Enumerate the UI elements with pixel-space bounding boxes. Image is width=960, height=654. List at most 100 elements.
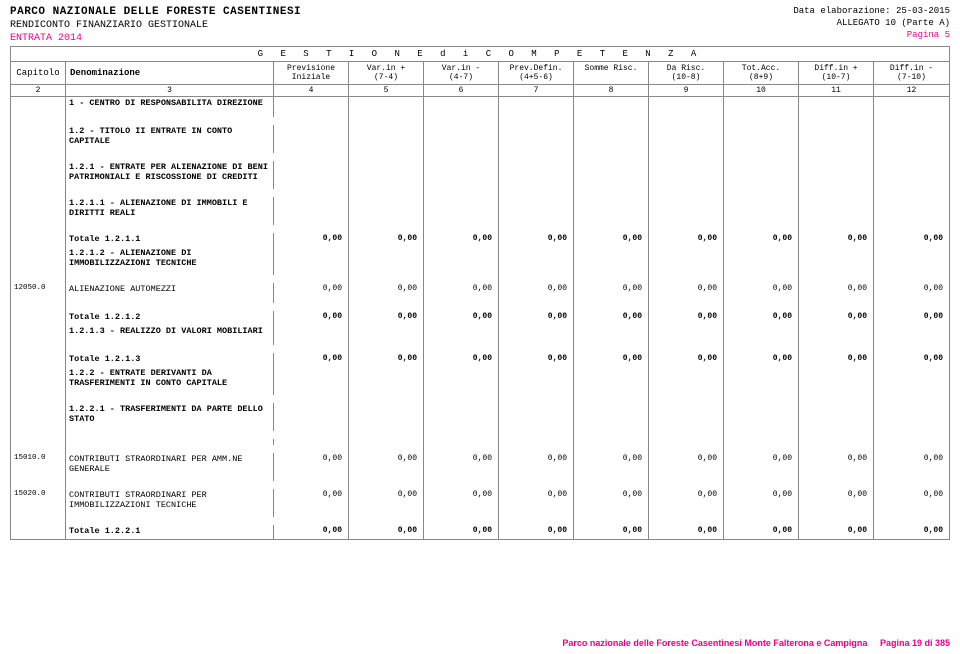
cell-value: [874, 367, 949, 389]
cell-value: 0,00: [574, 453, 649, 475]
cell-value: 0,00: [799, 453, 874, 475]
table-row: 1 - CENTRO DI RESPONSABILITA DIREZIONE: [11, 97, 949, 111]
cell-value: [649, 97, 724, 111]
cell-value: 0,00: [499, 489, 574, 511]
table-row: 1.2.1 - ENTRATE PER ALIENAZIONE DI BENI …: [11, 161, 949, 183]
col-capitolo: Capitolo: [11, 62, 66, 84]
cell-value: [574, 125, 649, 147]
spacer-row: [11, 183, 949, 197]
cell-value: 0,00: [574, 233, 649, 247]
col-7: Prev.Defin.(4+5-6): [499, 62, 574, 84]
cell-denominazione: CONTRIBUTI STRAORDINARI PER AMM.NE GENER…: [66, 453, 274, 475]
cell-value: 0,00: [649, 453, 724, 475]
cell-value: 0,00: [499, 311, 574, 325]
spacer-row: [11, 511, 949, 525]
cell-value: 0,00: [649, 283, 724, 297]
cell-denominazione: Totale 1.2.2.1: [66, 525, 274, 539]
cell-value: [499, 161, 574, 183]
cell-value: 0,00: [799, 233, 874, 247]
cell-value: 0,00: [574, 525, 649, 539]
footer-text: Parco nazionale delle Foreste Casentines…: [562, 638, 867, 648]
cell-value: 0,00: [274, 311, 349, 325]
spacer-row: [11, 389, 949, 403]
cell-capitolo: 15010.0: [11, 453, 66, 475]
cell-value: [649, 367, 724, 389]
cell-value: [424, 367, 499, 389]
cell-capitolo: [11, 161, 66, 183]
cell-value: 0,00: [649, 233, 724, 247]
col-9: Da Risc.(10-8): [649, 62, 724, 84]
cell-value: [799, 403, 874, 425]
cell-value: 0,00: [499, 525, 574, 539]
cell-value: [499, 367, 574, 389]
cell-value: 0,00: [724, 283, 799, 297]
cell-value: [649, 197, 724, 219]
cell-value: [424, 125, 499, 147]
table-row: Totale 1.2.1.30,000,000,000,000,000,000,…: [11, 353, 949, 367]
cell-value: [274, 403, 349, 425]
cell-value: [724, 97, 799, 111]
cell-value: 0,00: [349, 353, 424, 367]
table-row: 1.2.2 - ENTRATE DERIVANTI DA TRASFERIMEN…: [11, 367, 949, 389]
table-row: 15010.0CONTRIBUTI STRAORDINARI PER AMM.N…: [11, 453, 949, 475]
cell-value: [874, 325, 949, 339]
header-right: Data elaborazione: 25-03-2015 ALLEGATO 1…: [793, 6, 950, 42]
cell-value: [799, 97, 874, 111]
cell-value: [724, 197, 799, 219]
col-8: Somme Risc.: [574, 62, 649, 84]
cell-value: 0,00: [574, 353, 649, 367]
col-6: Var.in -(4-7): [424, 62, 499, 84]
cell-value: 0,00: [349, 283, 424, 297]
table-row: 1.2.1.1 - ALIENAZIONE DI IMMOBILI E DIRI…: [11, 197, 949, 219]
cell-value: 0,00: [574, 311, 649, 325]
cell-denominazione: Totale 1.2.1.2: [66, 311, 274, 325]
cell-value: 0,00: [874, 353, 949, 367]
cell-value: [424, 97, 499, 111]
cell-value: 0,00: [274, 525, 349, 539]
cell-denominazione: 1.2.2.1 - TRASFERIMENTI DA PARTE DELLO S…: [66, 403, 274, 425]
cell-value: 0,00: [874, 233, 949, 247]
cell-denominazione: 1 - CENTRO DI RESPONSABILITA DIREZIONE: [66, 97, 274, 111]
cell-value: [424, 325, 499, 339]
cell-value: [349, 403, 424, 425]
cell-value: [574, 161, 649, 183]
spacer-row: [11, 475, 949, 489]
cell-value: [874, 97, 949, 111]
cell-value: 0,00: [799, 489, 874, 511]
cell-value: [649, 247, 724, 269]
cell-denominazione: 1.2.1.2 - ALIENAZIONE DI IMMOBILIZZAZION…: [66, 247, 274, 269]
cell-value: [574, 325, 649, 339]
spacer-row: [11, 147, 949, 161]
cell-value: [424, 197, 499, 219]
cell-denominazione: 1.2.1.1 - ALIENAZIONE DI IMMOBILI E DIRI…: [66, 197, 274, 219]
cell-value: 0,00: [349, 453, 424, 475]
cell-value: 0,00: [799, 353, 874, 367]
table-row: Totale 1.2.1.20,000,000,000,000,000,000,…: [11, 311, 949, 325]
cell-value: 0,00: [349, 311, 424, 325]
cell-value: 0,00: [874, 283, 949, 297]
cell-value: [499, 97, 574, 111]
table-row: Totale 1.2.2.10,000,000,000,000,000,000,…: [11, 525, 949, 539]
cell-value: [724, 247, 799, 269]
cell-value: [649, 161, 724, 183]
cell-capitolo: [11, 125, 66, 147]
cell-value: 0,00: [724, 311, 799, 325]
cell-value: 0,00: [724, 489, 799, 511]
column-numbers: 2 3 4 5 6 7 8 9 10 11 12: [11, 85, 949, 97]
cell-value: [349, 161, 424, 183]
cell-value: 0,00: [499, 453, 574, 475]
cell-value: [349, 97, 424, 111]
cell-value: [874, 247, 949, 269]
cell-value: [274, 97, 349, 111]
cell-value: 0,00: [724, 233, 799, 247]
table-row: 1.2.1.3 - REALIZZO DI VALORI MOBILIARI: [11, 325, 949, 339]
cell-denominazione: 1.2 - TITOLO II ENTRATE IN CONTO CAPITAL…: [66, 125, 274, 147]
cell-capitolo: [11, 197, 66, 219]
cell-value: [799, 367, 874, 389]
cell-capitolo: [11, 403, 66, 425]
report-table: G E S T I O N E d i C O M P E T E N Z A …: [10, 46, 950, 540]
cell-value: [274, 367, 349, 389]
cell-value: 0,00: [274, 489, 349, 511]
spacer-row: [11, 439, 949, 453]
spacer-row: [11, 297, 949, 311]
